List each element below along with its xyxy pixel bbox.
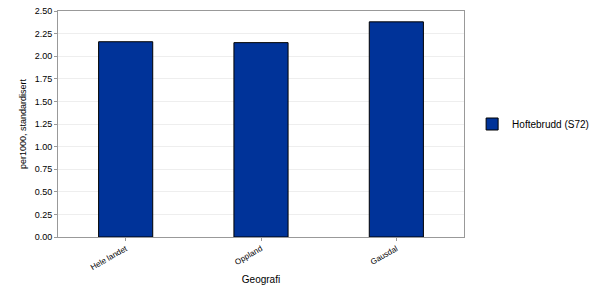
svg-text:1.00: 1.00 bbox=[35, 142, 53, 152]
svg-text:1.75: 1.75 bbox=[35, 74, 53, 84]
svg-text:Oppland: Oppland bbox=[233, 244, 264, 267]
svg-text:Gausdal: Gausdal bbox=[369, 244, 399, 267]
svg-text:2.50: 2.50 bbox=[35, 6, 53, 16]
svg-text:0.00: 0.00 bbox=[35, 232, 53, 242]
svg-text:Hele landet: Hele landet bbox=[89, 244, 129, 272]
svg-text:0.75: 0.75 bbox=[35, 164, 53, 174]
svg-text:2.00: 2.00 bbox=[35, 51, 53, 61]
svg-text:per1000, standardisert: per1000, standardisert bbox=[18, 78, 28, 169]
svg-text:0.25: 0.25 bbox=[35, 210, 53, 220]
svg-text:1.50: 1.50 bbox=[35, 97, 53, 107]
svg-text:0.50: 0.50 bbox=[35, 187, 53, 197]
svg-text:Hoftebrudd (S72): Hoftebrudd (S72) bbox=[512, 119, 589, 130]
svg-text:Geografi: Geografi bbox=[242, 274, 280, 285]
svg-text:1.25: 1.25 bbox=[35, 119, 53, 129]
svg-text:2.25: 2.25 bbox=[35, 29, 53, 39]
